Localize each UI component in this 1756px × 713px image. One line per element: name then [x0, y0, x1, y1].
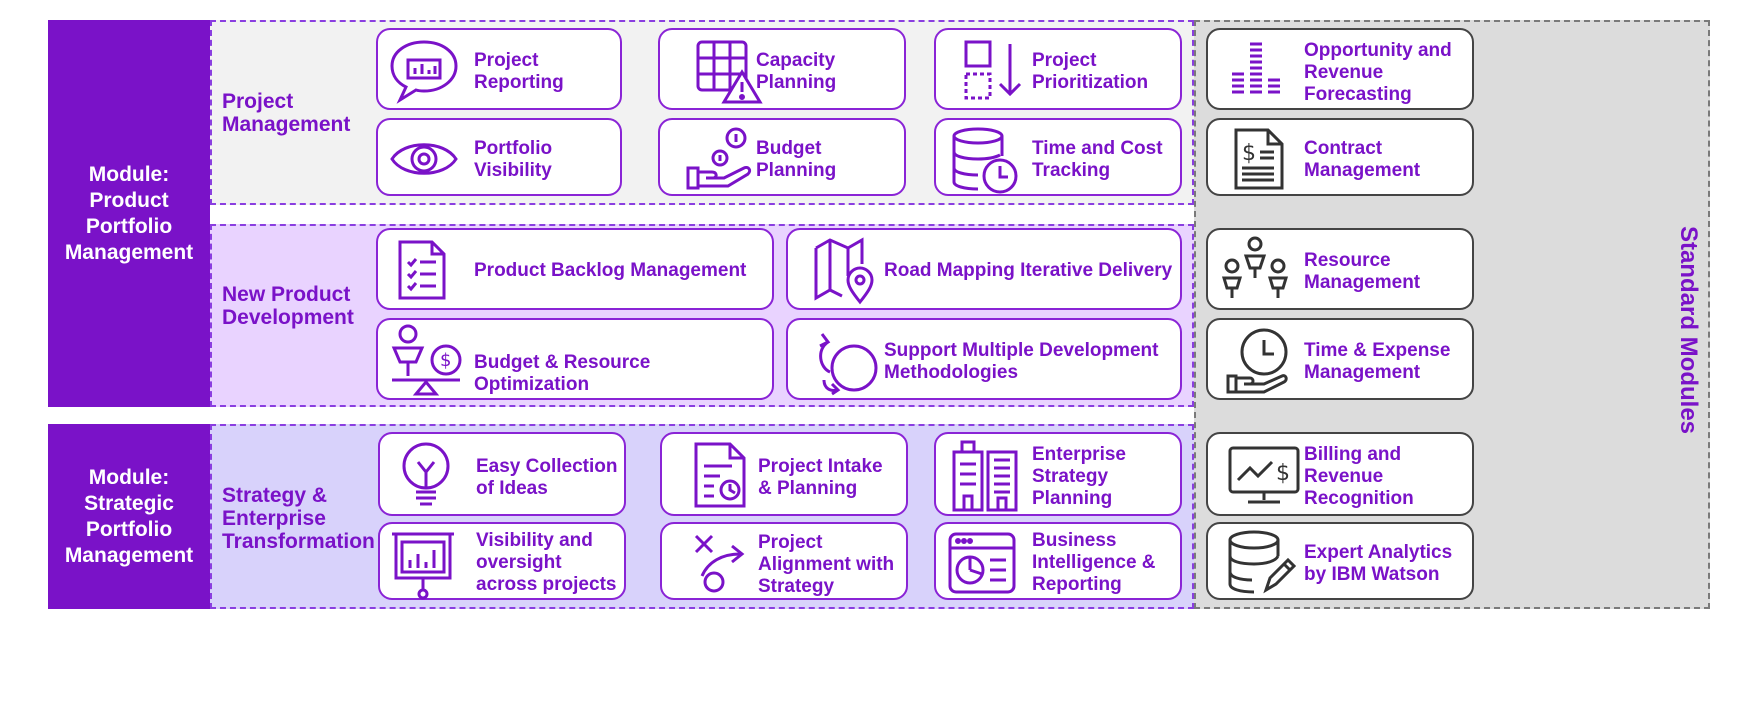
checklist-document-icon: [396, 238, 448, 302]
eye-icon: [388, 132, 460, 186]
card-label: Billing and Revenue Recognition: [1304, 444, 1414, 509]
card-label: Project Prioritization: [1032, 50, 1149, 93]
card-expert-analytics[interactable]: Expert Analytics by IBM Watson: [1206, 522, 1474, 600]
svg-text:$: $: [1242, 141, 1256, 166]
card-visibility-oversight[interactable]: Visibility and oversight across projects: [378, 522, 626, 600]
card-label: Support Multiple Development Methodologi…: [884, 340, 1159, 383]
card-label: Expert Analytics by IBM Watson: [1304, 542, 1453, 585]
lightbulb-icon: [398, 440, 454, 512]
card-project-alignment[interactable]: Project Alignment with Strategy: [660, 522, 908, 600]
card-label: Contract Management: [1304, 138, 1421, 181]
monitor-trend-dollar-icon: $: [1226, 444, 1302, 508]
scale-person-dollar-icon: $: [388, 324, 464, 398]
card-project-reporting[interactable]: Project Reporting: [376, 28, 622, 110]
card-label: Budget Planning: [756, 138, 837, 181]
grid-warning-icon: [694, 38, 764, 106]
card-label: Time & Expense Management: [1304, 340, 1451, 383]
section-label-new-product-development: New Product Development: [222, 283, 354, 329]
boxes-arrow-down-icon: [962, 38, 1028, 102]
card-contract-management[interactable]: $ Contract Management: [1206, 118, 1474, 196]
stacked-bars-icon: [1226, 40, 1286, 100]
svg-text:$: $: [440, 350, 451, 371]
card-budget-resource[interactable]: $ Budget & Resource Optimization: [376, 318, 774, 400]
card-easy-collection[interactable]: Easy Collection of Ideas: [378, 432, 626, 516]
card-portfolio-visibility[interactable]: Portfolio Visibility: [376, 118, 622, 196]
card-label: Project Reporting: [474, 50, 564, 93]
section-label-project-management: Project Management: [222, 90, 351, 136]
card-label: Capacity Planning: [756, 50, 837, 93]
hand-coins-icon: [684, 126, 756, 192]
cycle-arrows-icon: [814, 328, 880, 396]
presentation-chart-icon: [390, 528, 456, 600]
card-label: Road Mapping Iterative Delivery: [884, 260, 1173, 281]
map-pin-icon: [812, 236, 878, 306]
card-budget-planning[interactable]: Budget Planning: [658, 118, 906, 196]
card-label: Portfolio Visibility: [474, 138, 553, 181]
contract-dollar-icon: $: [1232, 126, 1286, 192]
buildings-icon: [950, 438, 1022, 514]
card-resource-management[interactable]: Resource Management: [1206, 228, 1474, 310]
card-label: Enterprise Strategy Planning: [1032, 444, 1126, 509]
card-label: Project Intake & Planning: [758, 456, 883, 499]
card-label: Product Backlog Management: [474, 260, 747, 281]
strategy-arrow-icon: [692, 532, 750, 594]
card-project-intake[interactable]: Project Intake & Planning: [660, 432, 908, 516]
database-pencil-icon: [1226, 528, 1296, 598]
card-road-mapping[interactable]: Road Mapping Iterative Delivery: [786, 228, 1182, 310]
standard-modules-title: Standard Modules: [1675, 225, 1702, 435]
card-business-intelligence[interactable]: Business Intelligence & Reporting: [934, 522, 1182, 600]
database-clock-icon: [950, 126, 1022, 196]
card-enterprise-strategy[interactable]: Enterprise Strategy Planning: [934, 432, 1182, 516]
card-label: Opportunity and Revenue Forecasting: [1304, 40, 1452, 105]
card-project-prioritization[interactable]: Project Prioritization: [934, 28, 1182, 110]
card-label: Easy Collection of Ideas: [476, 456, 618, 499]
chart-speech-bubble-icon: [388, 38, 460, 104]
clock-hand-icon: [1224, 326, 1290, 396]
card-opportunity-revenue[interactable]: Opportunity and Revenue Forecasting: [1206, 28, 1474, 110]
card-label: Time and Cost Tracking: [1032, 138, 1163, 181]
card-label: Visibility and oversight across projects: [476, 530, 617, 595]
card-label: Budget & Resource Optimization: [474, 352, 651, 395]
svg-text:$: $: [1276, 461, 1290, 486]
card-product-backlog[interactable]: Product Backlog Management: [376, 228, 774, 310]
document-chart-icon: [692, 440, 748, 510]
card-time-cost-tracking[interactable]: Time and Cost Tracking: [934, 118, 1182, 196]
people-network-icon: [1220, 236, 1290, 306]
card-time-expense[interactable]: Time & Expense Management: [1206, 318, 1474, 400]
card-support-methodologies[interactable]: Support Multiple Development Methodologi…: [786, 318, 1182, 400]
section-label-strategy-transformation: Strategy & Enterprise Transformation: [222, 484, 375, 553]
card-label: Business Intelligence & Reporting: [1032, 530, 1156, 595]
dashboard-window-icon: [946, 530, 1018, 596]
card-billing-revenue[interactable]: $ Billing and Revenue Recognition: [1206, 432, 1474, 516]
card-label: Project Alignment with Strategy: [758, 532, 895, 597]
card-label: Resource Management: [1304, 250, 1421, 293]
module-strategic-portfolio: Module: Strategic Portfolio Management: [48, 424, 210, 609]
card-capacity-planning[interactable]: Capacity Planning: [658, 28, 906, 110]
module-product-portfolio: Module: Product Portfolio Management: [48, 20, 210, 407]
